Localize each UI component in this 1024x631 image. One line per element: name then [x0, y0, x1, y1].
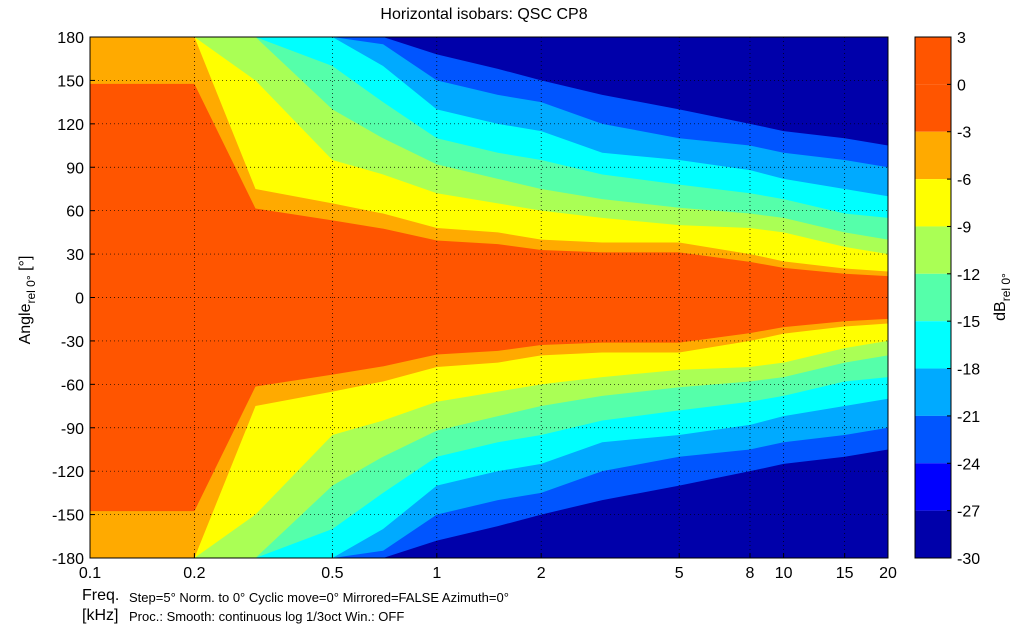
x-tick-label: 15: [836, 565, 854, 582]
y-tick-label: 60: [66, 204, 84, 221]
colorbar-tick-label: -18: [957, 362, 980, 379]
x-tick-label: 20: [879, 565, 897, 582]
y-axis-label-main: Angle: [17, 303, 34, 344]
colorbar-band: [915, 321, 951, 369]
x-tick-label: 1: [432, 565, 441, 582]
x-tick-label: 0.2: [183, 565, 205, 582]
colorbar-tick-label: -6: [957, 172, 971, 189]
settings-line-1: Step=5° Norm. to 0° Cyclic move=0° Mirro…: [129, 590, 509, 605]
x-tick-label: 8: [746, 565, 755, 582]
x-tick-label: 5: [675, 565, 684, 582]
y-tick-label: 90: [66, 160, 84, 177]
y-tick-label: 30: [66, 247, 84, 264]
colorbar-label: dBrel 0°: [992, 273, 1013, 321]
y-axis: 180 150 120 90 60 30 0 -30 -60 -90 -120 -150 -180: [52, 30, 95, 568]
colorbar-band: [915, 463, 951, 511]
y-tick-label: -60: [61, 377, 84, 394]
colorbar-tick-label: -24: [957, 456, 980, 473]
grid-lines: [90, 37, 888, 558]
colorbar: [915, 37, 951, 558]
colorbar-tick-label: -9: [957, 219, 971, 236]
colorbar-band: [915, 131, 951, 180]
khz-label: [kHz]: [82, 607, 119, 624]
contour-0: [90, 83, 888, 512]
y-tick-label: 150: [57, 73, 84, 90]
colorbar-band: [915, 368, 951, 416]
freq-label: Freq.: [82, 587, 120, 604]
colorbar-tick-label: -12: [957, 267, 980, 284]
y-tick-label: -150: [52, 508, 84, 525]
colorbar-tick-label: -3: [957, 125, 971, 142]
x-tick-label: 0.1: [79, 565, 101, 582]
colorbar-tick-label: 3: [957, 30, 966, 47]
colorbar-tick-label: -27: [957, 504, 980, 521]
y-tick-label: -120: [52, 464, 84, 481]
y-tick-label: -90: [61, 421, 84, 438]
y-tick-label: -30: [61, 334, 84, 351]
colorbar-ticks: 3 0 -3 -6 -9 -12 -15 -18 -21 -24 -27 -30: [947, 30, 980, 568]
colorbar-band: [915, 179, 951, 227]
x-axis: 0.1 0.2 0.5 1 2 5 8 10 15 20: [79, 553, 897, 582]
y-axis-label-unit: [°]: [17, 256, 34, 276]
y-axis-label-sub: rel 0°: [24, 275, 38, 303]
chart-title: Horizontal isobars: QSC CP8: [380, 6, 587, 23]
y-tick-label: 0: [75, 291, 84, 308]
plot-area: [90, 37, 888, 558]
colorbar-label-sub: rel 0°: [999, 273, 1013, 301]
x-tick-label: 10: [775, 565, 793, 582]
colorbar-band: [915, 226, 951, 274]
colorbar-tick-label: -30: [957, 551, 980, 568]
x-tick-label: 0.5: [321, 565, 343, 582]
colorbar-label-main: dB: [992, 301, 1009, 321]
colorbar-tick-label: -21: [957, 409, 980, 426]
colorbar-band: [915, 84, 951, 132]
y-tick-label: 180: [57, 30, 84, 47]
colorbar-tick-label: 0: [957, 77, 966, 94]
colorbar-band: [915, 510, 951, 558]
y-tick-label: -180: [52, 551, 84, 568]
colorbar-band: [915, 415, 951, 464]
colorbar-band: [915, 273, 951, 322]
y-axis-label: Anglerel 0° [°]: [17, 256, 38, 345]
y-tick-label: 120: [57, 117, 84, 134]
settings-line-2: Proc.: Smooth: continuous log 1/3oct Win…: [129, 609, 405, 624]
x-tick-label: 2: [537, 565, 546, 582]
colorbar-tick-label: -15: [957, 314, 980, 331]
colorbar-band: [915, 37, 951, 85]
colorbar-frame: [914, 36, 952, 559]
